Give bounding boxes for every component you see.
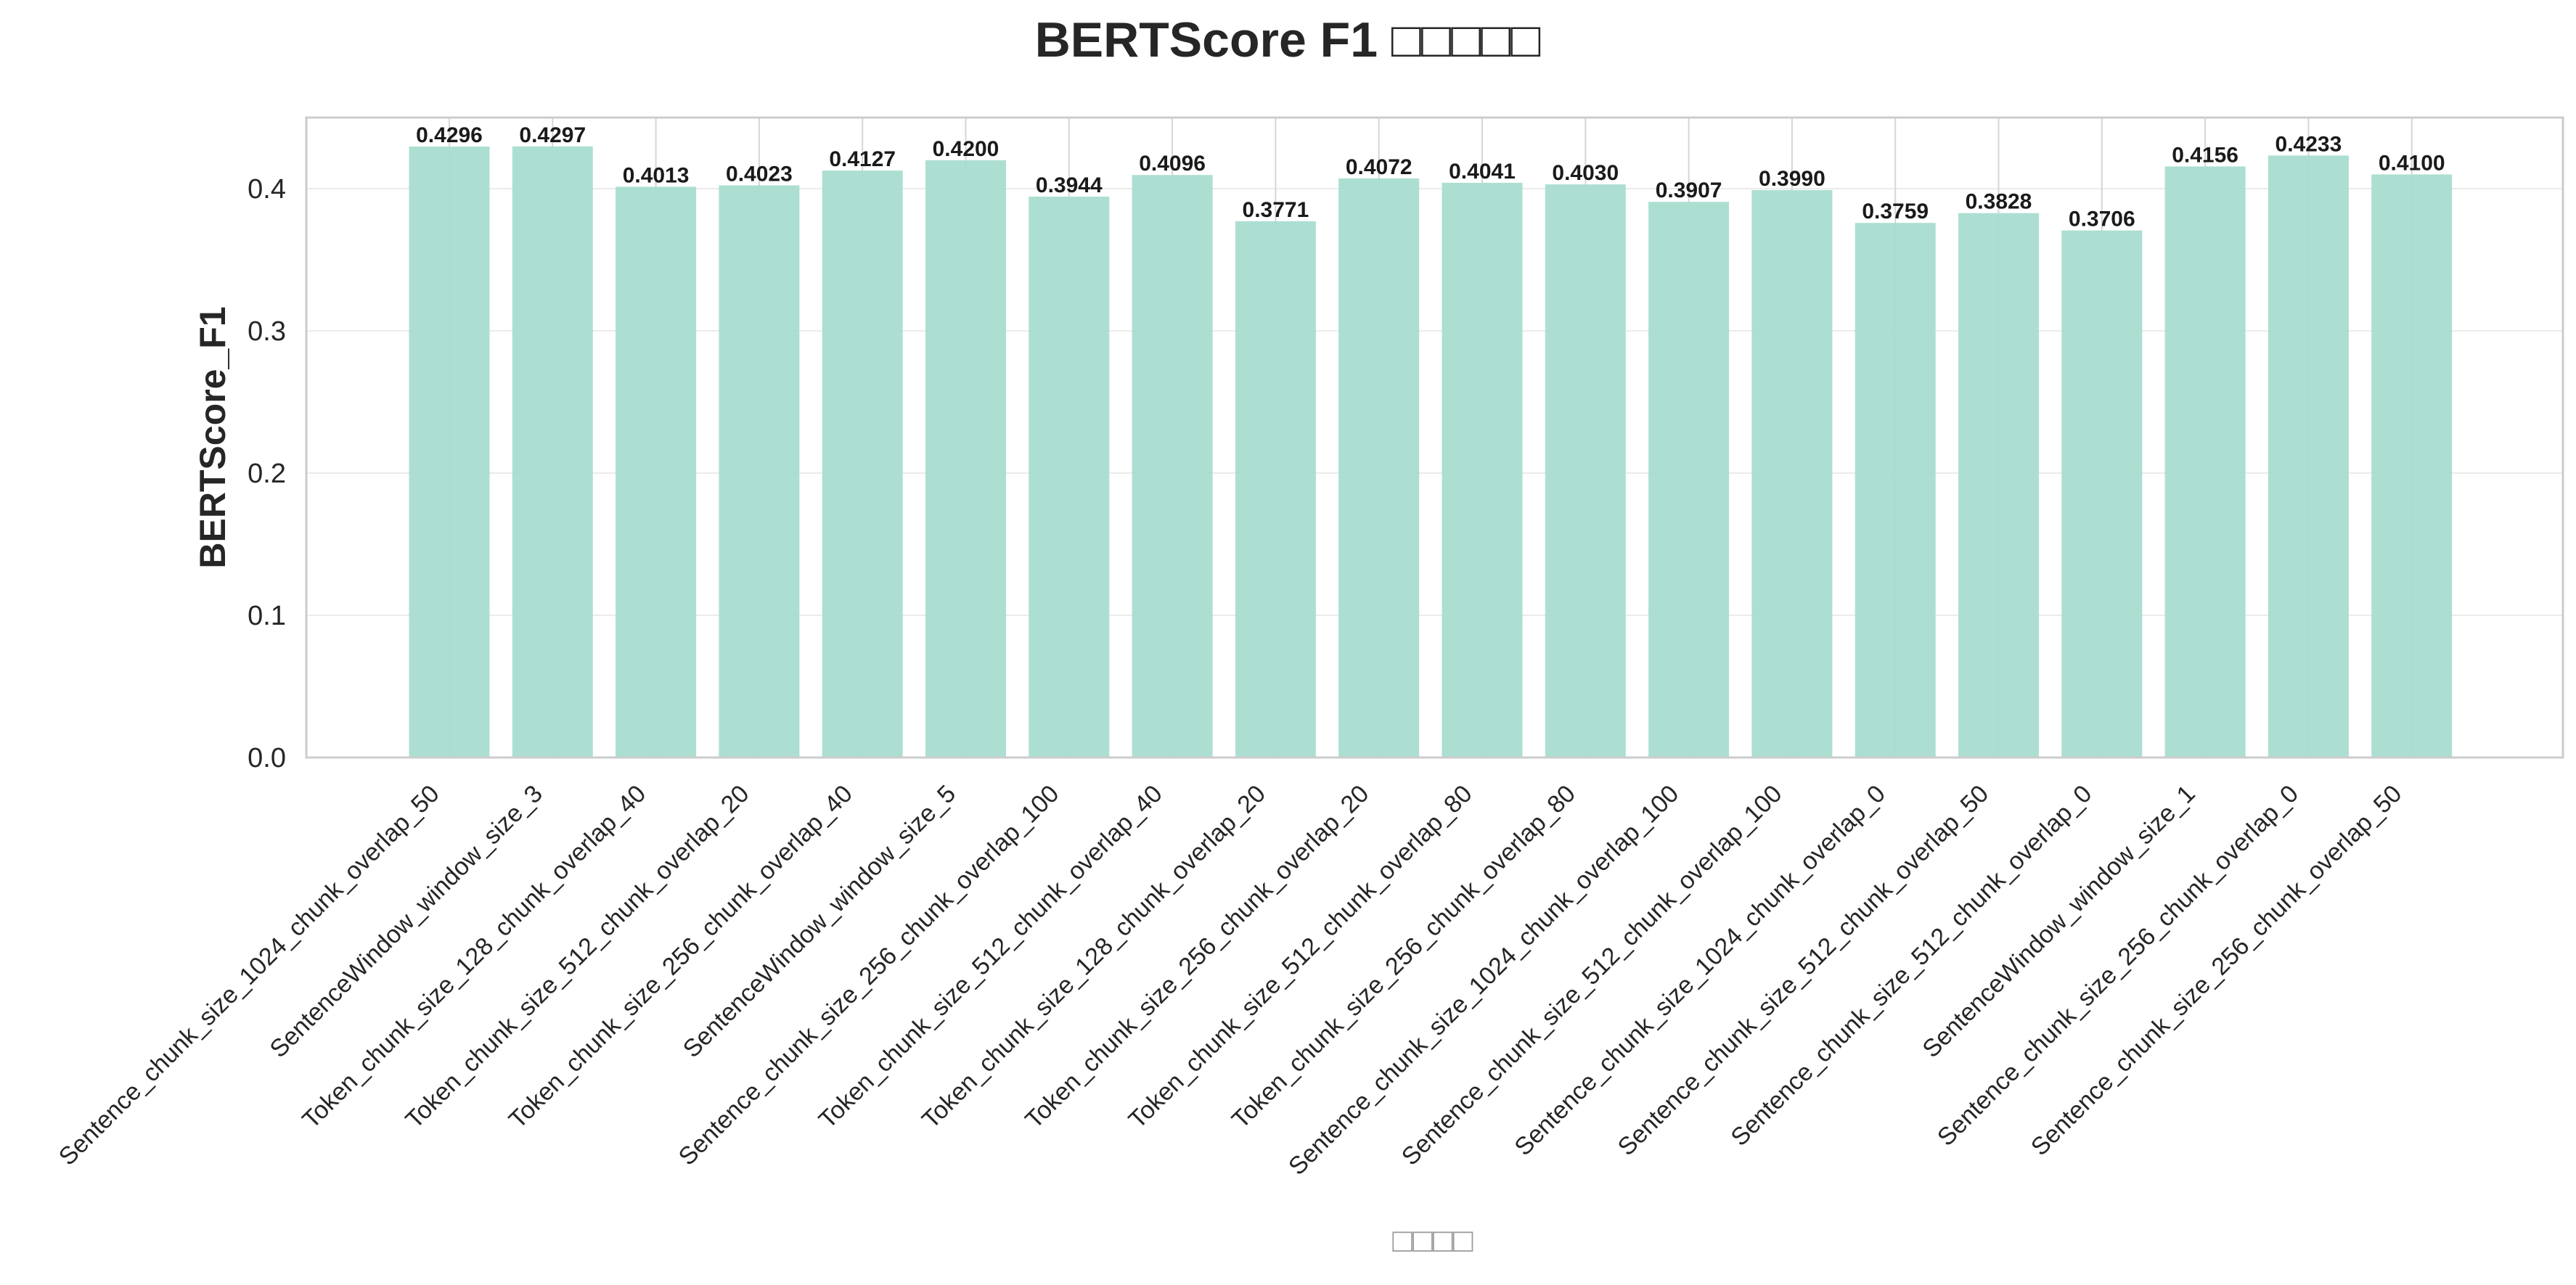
bar-value-label: 0.4200 bbox=[933, 137, 999, 161]
bar-value-label: 0.4041 bbox=[1449, 160, 1516, 184]
bar bbox=[1132, 175, 1213, 758]
y-tick-label: 0.2 bbox=[248, 459, 286, 489]
bar-value-label: 0.4156 bbox=[2172, 143, 2238, 167]
x-tick-label: Sentence_chunk_size_512_chunk_overlap_50 bbox=[1613, 780, 1994, 1161]
plot-frame bbox=[305, 116, 2564, 759]
bar bbox=[2164, 166, 2246, 758]
x-tick-label: Sentence_chunk_size_1024_chunk_overlap_5… bbox=[54, 780, 445, 1171]
bar-value-label: 0.3828 bbox=[1966, 190, 2032, 214]
bar bbox=[1442, 182, 1523, 758]
bar-value-label: 0.4233 bbox=[2276, 132, 2342, 156]
bar-value-label: 0.3907 bbox=[1656, 178, 1722, 202]
bar bbox=[1751, 189, 1833, 758]
bar-value-label: 0.3771 bbox=[1243, 198, 1309, 222]
bar bbox=[1855, 223, 1936, 758]
bar-value-label: 0.4023 bbox=[726, 162, 793, 186]
x-tick-label: Sentence_chunk_size_256_chunk_overlap_10… bbox=[674, 780, 1065, 1171]
x-axis-label: □□□□ bbox=[1392, 1221, 1473, 1259]
bar-value-label: 0.3706 bbox=[2069, 208, 2135, 231]
chart-title: BERTScore F1 □□□□□ bbox=[1035, 12, 1541, 67]
x-tick-label: Sentence_chunk_size_256_chunk_overlap_50 bbox=[2026, 780, 2407, 1161]
bar-value-label: 0.3759 bbox=[1862, 200, 1929, 223]
bar bbox=[925, 160, 1006, 758]
bar bbox=[822, 171, 903, 758]
x-tick-label: Sentence_chunk_size_512_chunk_overlap_0 bbox=[1725, 780, 2097, 1151]
bar-value-label: 0.4030 bbox=[1552, 161, 1619, 185]
bar bbox=[1958, 213, 2039, 758]
bar-value-label: 0.3990 bbox=[1759, 167, 1825, 191]
bar-value-label: 0.4296 bbox=[416, 123, 483, 147]
bar bbox=[1029, 196, 1110, 758]
x-tick-label: Token_chunk_size_512_chunk_overlap_80 bbox=[1124, 780, 1478, 1134]
bar-value-label: 0.4297 bbox=[519, 123, 586, 147]
bar bbox=[409, 146, 490, 758]
y-tick-label: 0.1 bbox=[248, 601, 286, 631]
x-ticks-layer: Sentence_chunk_size_1024_chunk_overlap_5… bbox=[54, 780, 2408, 1181]
bar bbox=[1545, 184, 1626, 758]
bar bbox=[2371, 174, 2453, 758]
x-tick-label: Token_chunk_size_256_chunk_overlap_40 bbox=[504, 780, 858, 1134]
x-tick-label: Token_chunk_size_512_chunk_overlap_40 bbox=[814, 780, 1168, 1134]
bar bbox=[512, 146, 593, 758]
bar bbox=[719, 185, 800, 758]
x-tick-label: Sentence_chunk_size_256_chunk_overlap_0 bbox=[1932, 780, 2304, 1151]
bar-value-label: 0.4096 bbox=[1139, 152, 1206, 176]
x-tick-label: Token_chunk_size_128_chunk_overlap_40 bbox=[297, 780, 651, 1134]
bar bbox=[2061, 230, 2143, 758]
bar bbox=[1235, 221, 1316, 758]
x-tick-label: Token_chunk_size_512_chunk_overlap_20 bbox=[401, 780, 755, 1134]
bar-value-label: 0.4013 bbox=[623, 163, 690, 187]
bar-value-label: 0.4072 bbox=[1346, 155, 1412, 179]
x-tick-label: Token_chunk_size_256_chunk_overlap_20 bbox=[1020, 780, 1374, 1134]
x-tick-label: Token_chunk_size_256_chunk_overlap_80 bbox=[1227, 780, 1581, 1134]
value-labels-layer: 0.4296 0.4297 0.4013 0.4023 0.4127 0.4200 0.39… bbox=[416, 123, 2445, 231]
y-tick-label: 0.3 bbox=[248, 316, 286, 347]
x-tick-label: Token_chunk_size_128_chunk_overlap_20 bbox=[917, 780, 1271, 1134]
bars-layer bbox=[409, 146, 2453, 758]
y-ticks-layer: 0.0 0.1 0.2 0.3 0.4 bbox=[248, 174, 286, 773]
y-tick-label: 0.0 bbox=[248, 743, 286, 773]
x-tick-label: Sentence_chunk_size_1024_chunk_overlap_1… bbox=[1283, 780, 1684, 1181]
bar-value-label: 0.3944 bbox=[1036, 173, 1103, 197]
bar bbox=[1338, 178, 1420, 758]
bar-value-label: 0.4100 bbox=[2379, 151, 2445, 175]
x-tick-label: Sentence_chunk_size_1024_chunk_overlap_0 bbox=[1509, 780, 1890, 1161]
bar-value-label: 0.4127 bbox=[829, 147, 896, 171]
y-axis-label: BERTScore_F1 bbox=[192, 306, 233, 568]
bar bbox=[616, 186, 697, 758]
bar bbox=[2268, 155, 2349, 758]
bar bbox=[1648, 202, 1730, 758]
y-tick-label: 0.4 bbox=[248, 174, 286, 205]
x-tick-label: Sentence_chunk_size_512_chunk_overlap_10… bbox=[1397, 780, 1788, 1171]
